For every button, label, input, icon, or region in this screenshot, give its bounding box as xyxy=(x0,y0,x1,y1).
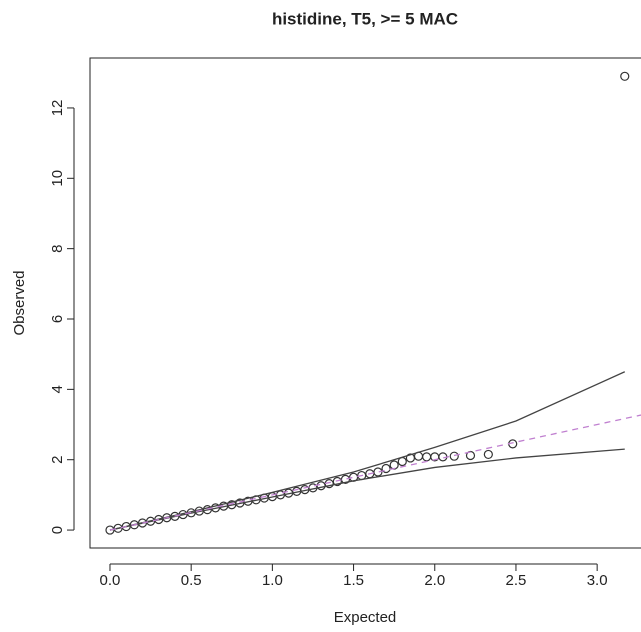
x-tick-label: 1.0 xyxy=(262,572,283,589)
plot-area xyxy=(105,71,641,535)
plot-frame xyxy=(89,57,641,549)
x-tick-label: 2.5 xyxy=(506,572,527,589)
line xyxy=(109,371,626,531)
line xyxy=(109,414,641,531)
x-tick-label: 0.0 xyxy=(100,572,121,589)
x-tick-label: 0.5 xyxy=(181,572,202,589)
x-tick-label: 3.0 xyxy=(587,572,608,589)
y-tick-label: 2 xyxy=(49,456,66,464)
point xyxy=(316,481,326,491)
y-tick-label: 10 xyxy=(49,170,66,187)
x-axis-label: Expected xyxy=(334,609,397,626)
point xyxy=(332,476,342,487)
y-tick-label: 12 xyxy=(49,100,66,117)
point xyxy=(449,451,459,461)
y-axis-label: Observed xyxy=(11,270,28,335)
chart-title: histidine, T5, >= 5 MAC xyxy=(272,9,458,28)
point xyxy=(422,452,432,462)
point xyxy=(483,449,493,460)
y-tick-label: 8 xyxy=(49,244,66,252)
x-tick-label: 1.5 xyxy=(343,572,364,589)
point xyxy=(381,463,391,474)
y-tick-label: 0 xyxy=(49,526,66,534)
line xyxy=(109,448,625,531)
point xyxy=(620,71,630,81)
point xyxy=(389,460,399,470)
x-tick-label: 2.0 xyxy=(424,572,445,589)
y-tick-label: 4 xyxy=(49,385,66,393)
y-tick-label: 6 xyxy=(49,315,66,323)
point xyxy=(373,467,383,477)
